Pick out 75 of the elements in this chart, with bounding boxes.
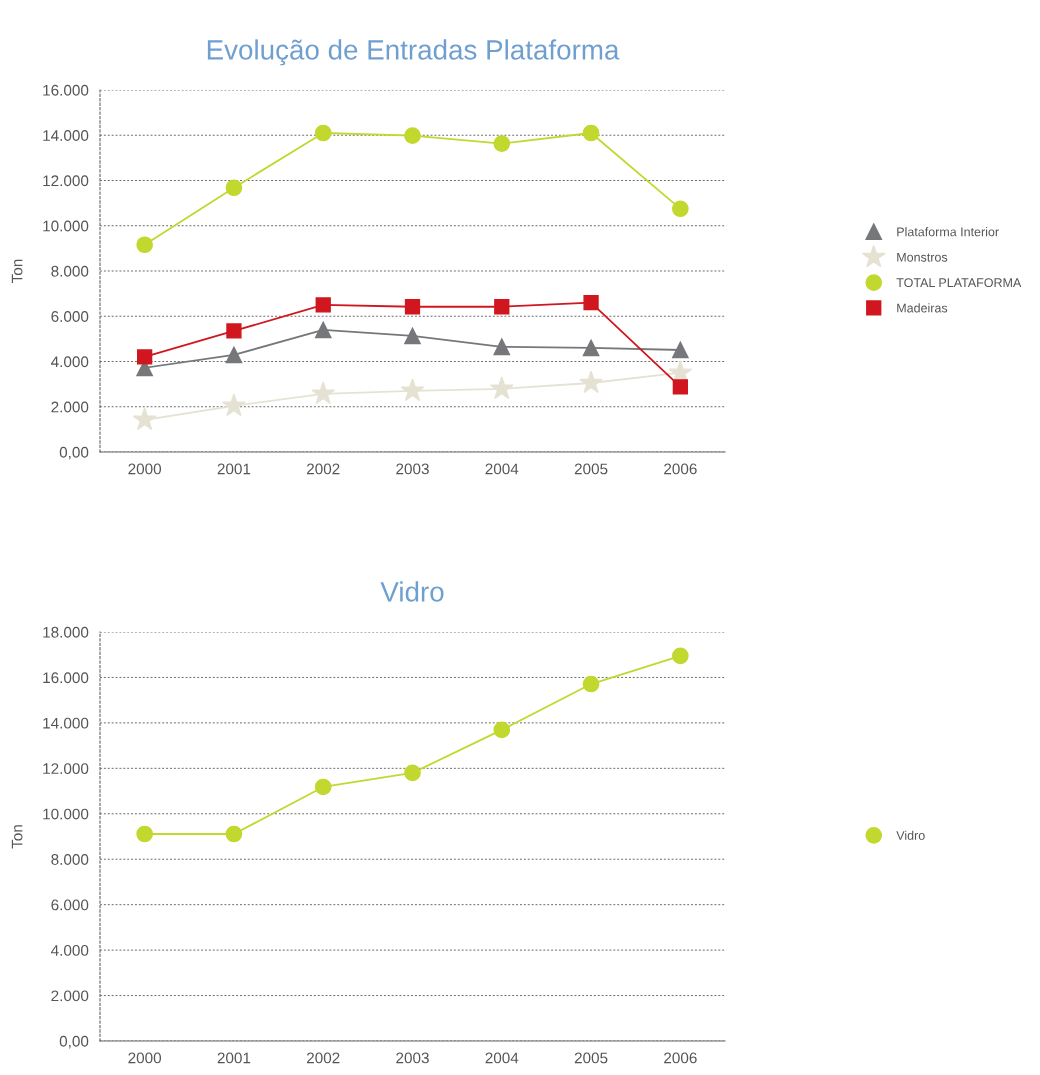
- point: [582, 339, 600, 357]
- point: [493, 338, 511, 356]
- point: [315, 297, 331, 313]
- point: [672, 200, 689, 218]
- point: [494, 299, 510, 315]
- point: [400, 378, 425, 402]
- y-tick-label: 2.000: [51, 990, 89, 1002]
- y-tick-label: 12.000: [43, 763, 89, 775]
- x-tick-label: 2006: [664, 1052, 697, 1064]
- point: [314, 321, 332, 339]
- y-tick-label: 2.000: [51, 401, 89, 413]
- y-tick-label: 8.000: [51, 854, 89, 865]
- point: [136, 236, 153, 254]
- point: [311, 381, 336, 405]
- x-tick-label: 2001: [217, 1052, 251, 1064]
- point: [579, 370, 603, 394]
- x-tick-label: 2000: [128, 1052, 162, 1064]
- x-tick-label: 2002: [306, 1052, 340, 1064]
- point: [132, 407, 157, 431]
- x-tick-label: 2004: [485, 463, 519, 475]
- y-tick-label: 4.000: [51, 944, 89, 956]
- point: [225, 825, 243, 843]
- x-tick-label: 2003: [396, 463, 429, 475]
- y-tick-label: 10.000: [43, 808, 89, 820]
- y-tick-label: 16.000: [43, 84, 89, 96]
- legend-label: Plataforma Interior: [897, 227, 999, 237]
- point: [672, 647, 689, 665]
- legend-label: Monstros: [897, 252, 948, 262]
- chart-title: Evolução de Entradas Plataforma: [207, 39, 620, 66]
- point: [489, 376, 514, 400]
- x-tick-label: 2003: [396, 1052, 429, 1064]
- point: [226, 323, 242, 339]
- x-tick-label: 2004: [485, 1052, 519, 1064]
- point: [582, 124, 600, 142]
- y-tick-label: 18.000: [43, 626, 89, 638]
- y-tick-label: 10.000: [43, 220, 89, 232]
- legend-label: Vidro: [896, 830, 925, 840]
- y-tick-label: 12.000: [43, 175, 89, 187]
- y-tick-label: 0,00: [59, 446, 89, 460]
- chart-title: Vidro: [380, 581, 444, 602]
- point: [404, 764, 421, 782]
- x-tick-label: 2002: [306, 463, 340, 475]
- point: [672, 341, 689, 359]
- x-tick-label: 2006: [664, 463, 697, 475]
- y-tick-label: 6.000: [51, 311, 89, 322]
- y-tick-label: 6.000: [51, 899, 89, 911]
- point: [225, 179, 243, 197]
- point: [225, 346, 243, 364]
- point: [493, 721, 511, 739]
- point: [314, 124, 332, 142]
- point: [137, 349, 153, 365]
- point: [404, 127, 421, 145]
- point: [136, 825, 153, 843]
- legend-label: TOTAL PLATAFORMA: [896, 278, 1022, 288]
- point: [672, 379, 688, 395]
- y-axis-title: Ton: [11, 259, 23, 283]
- point: [404, 327, 421, 345]
- x-tick-label: 2000: [128, 463, 162, 475]
- y-tick-label: 14.000: [43, 130, 89, 141]
- legend-label: Madeiras: [897, 303, 948, 313]
- point: [493, 135, 511, 152]
- y-tick-label: 14.000: [43, 717, 89, 729]
- point: [314, 778, 332, 796]
- x-tick-label: 2005: [574, 1052, 608, 1064]
- y-tick-label: 0,00: [59, 1035, 89, 1049]
- point: [404, 299, 421, 315]
- y-tick-label: 16.000: [43, 672, 89, 684]
- y-tick-label: 4.000: [51, 356, 89, 368]
- point: [583, 295, 599, 311]
- x-tick-label: 2005: [574, 463, 608, 475]
- point: [582, 675, 600, 693]
- y-axis-title: Ton: [11, 825, 23, 849]
- y-tick-label: 8.000: [51, 265, 89, 277]
- point: [222, 393, 246, 417]
- x-tick-label: 2001: [217, 463, 251, 475]
